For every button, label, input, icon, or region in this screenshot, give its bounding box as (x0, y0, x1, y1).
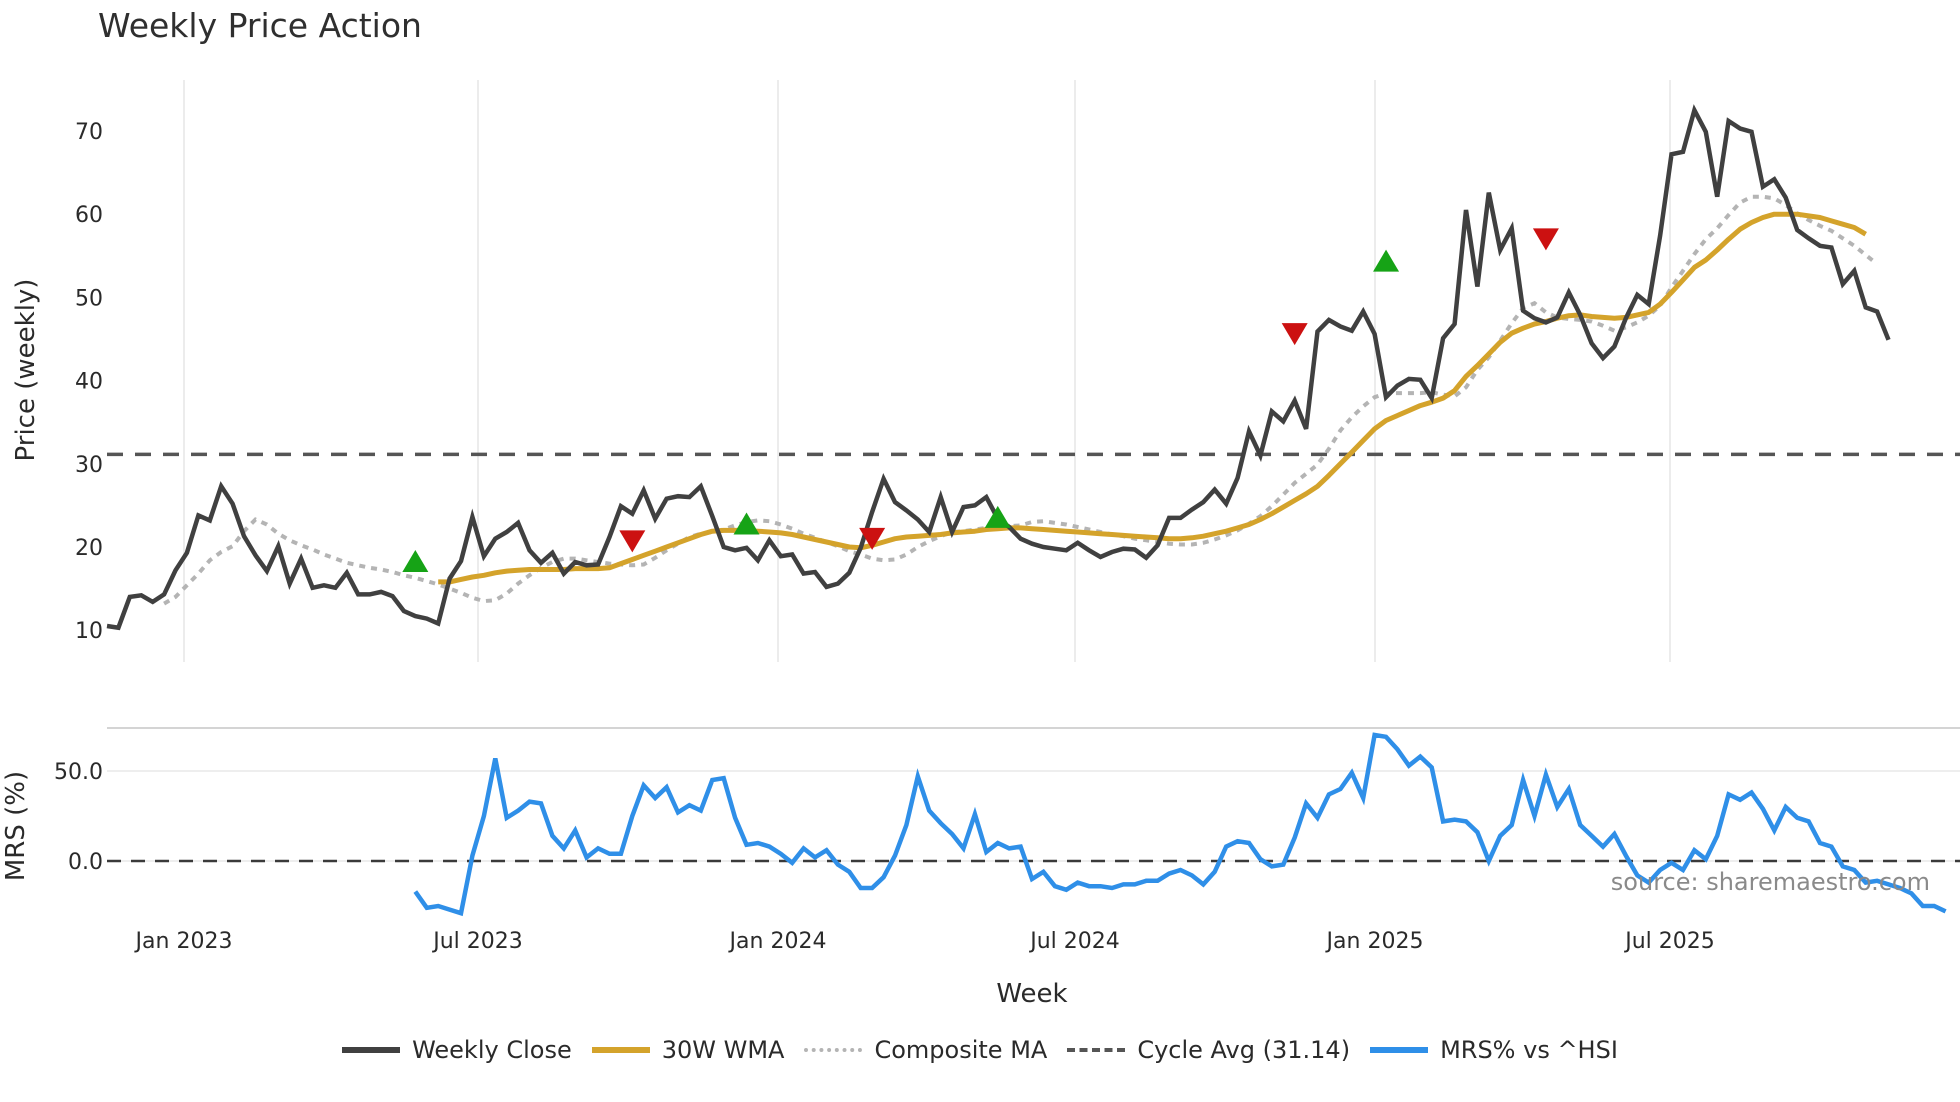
price-y-tick: 10 (75, 619, 103, 644)
legend-swatch-icon (1067, 1048, 1126, 1052)
buy-signal-marker (733, 512, 760, 535)
price-y-tick: 70 (75, 120, 103, 145)
sell-signal-marker (1532, 228, 1559, 251)
x-axis-ticks: Jan 2023 Jul 2023 Jan 2024 Jul 2024 Jan 2025… (134, 929, 1715, 954)
mrs-y-tick: 0.0 (68, 850, 103, 875)
legend-item[interactable]: MRS% vs ^HSI (1370, 1036, 1618, 1064)
wma-30w-line (438, 211, 1867, 585)
legend-swatch-icon (804, 1048, 863, 1052)
price-y-tick: 30 (75, 453, 103, 478)
legend-label: 30W WMA (661, 1036, 785, 1064)
price-y-tick: 60 (75, 203, 103, 228)
legend-item[interactable]: 30W WMA (591, 1036, 785, 1064)
legend-label: Cycle Avg (31.14) (1137, 1036, 1351, 1064)
chart-title: Weekly Price Action (98, 6, 422, 45)
mrs-y-ticks: 0.0 50.0 (54, 760, 103, 875)
legend-swatch-icon (591, 1047, 650, 1053)
buy-signal-marker (984, 505, 1011, 528)
price-y-tick: 20 (75, 536, 103, 561)
buy-signal-marker (402, 549, 429, 572)
legend-swatch-icon (1370, 1047, 1429, 1053)
mrs-y-axis-label: MRS (%) (1, 771, 31, 881)
composite-ma-line (163, 194, 1879, 606)
legend-item[interactable]: Cycle Avg (31.14) (1067, 1036, 1350, 1064)
weekly-close-line (106, 104, 1891, 631)
legend: Weekly Close 30W WMA Composite MA Cycle Avg… (0, 1036, 1960, 1064)
legend-label: Composite MA (874, 1036, 1048, 1064)
buy-signal-marker (1373, 249, 1400, 272)
sell-signal-marker (619, 530, 646, 553)
x-tick-label: Jul 2024 (1028, 929, 1120, 954)
legend-label: Weekly Close (412, 1036, 572, 1064)
source-watermark: source: sharemaestro.com (1611, 868, 1930, 896)
x-tick-label: Jan 2023 (134, 929, 233, 954)
x-axis-label: Week (996, 979, 1067, 1009)
legend-swatch-icon (342, 1047, 401, 1053)
legend-item[interactable]: Weekly Close (342, 1036, 572, 1064)
x-tick-label: Jul 2025 (1623, 929, 1715, 954)
x-tick-label: Jan 2024 (728, 929, 827, 954)
mrs-y-tick: 50.0 (54, 760, 103, 785)
sell-signal-marker (859, 527, 886, 550)
price-y-tick: 50 (75, 286, 103, 311)
price-y-tick: 40 (75, 370, 103, 395)
mrs-line (413, 732, 1947, 917)
x-tick-label: Jul 2023 (431, 929, 523, 954)
x-tick-label: Jan 2025 (1325, 929, 1424, 954)
legend-label: MRS% vs ^HSI (1440, 1036, 1618, 1064)
gridlines (107, 80, 1960, 862)
signal-markers (402, 228, 1559, 572)
price-y-ticks: 10 20 30 40 50 60 70 (75, 120, 103, 644)
sell-signal-marker (1281, 323, 1308, 346)
price-y-axis-label: Price (weekly) (11, 279, 41, 462)
legend-item[interactable]: Composite MA (804, 1036, 1047, 1064)
